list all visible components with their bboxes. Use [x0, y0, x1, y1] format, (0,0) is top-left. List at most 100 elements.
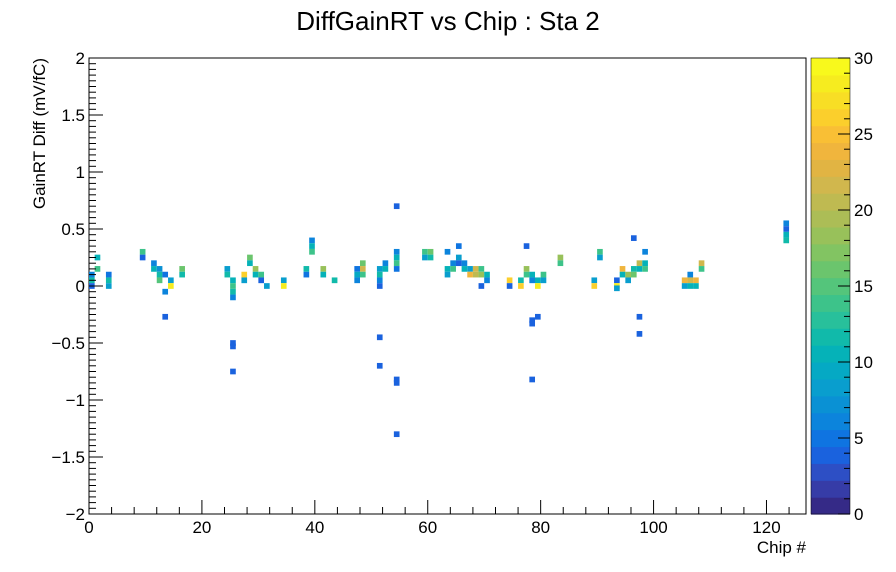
heatmap-cell	[427, 254, 434, 261]
heatmap-cell	[619, 271, 626, 278]
y-tick-label: 1	[76, 163, 85, 182]
heatmap-cell	[506, 283, 513, 289]
heatmap-cell	[636, 260, 643, 267]
color-scale-band	[811, 142, 850, 160]
heatmap-cell	[382, 266, 389, 272]
y-tick-label: −1.5	[51, 448, 85, 467]
heatmap-cell	[258, 277, 265, 284]
heatmap-cell	[162, 288, 169, 295]
heatmap-cell	[230, 294, 236, 301]
heatmap-cell	[94, 254, 101, 261]
heatmap-cell	[444, 271, 451, 278]
heatmap-cell	[105, 271, 112, 278]
heatmap-cell	[529, 271, 536, 278]
heatmap-cell	[535, 313, 541, 320]
heatmap-cell	[614, 277, 620, 284]
color-scale-tick-label: 15	[854, 277, 873, 296]
y-tick-label: 0	[76, 277, 85, 296]
heatmap-cell	[168, 283, 174, 289]
heatmap-cell	[614, 285, 620, 292]
heatmap-cell	[461, 260, 468, 267]
heatmap-cell	[382, 260, 389, 267]
heatmap-cell	[320, 266, 327, 272]
heatmap-cell	[151, 266, 157, 272]
heatmap-cell	[467, 266, 473, 272]
x-axis: 0 20 40 60 80 100 120	[84, 500, 790, 537]
heatmap-cell	[529, 376, 536, 383]
heatmap-cell	[687, 277, 694, 284]
heatmap-cell	[241, 277, 248, 284]
color-scale-tick-label: 30	[854, 49, 873, 68]
heatmap-cell	[224, 266, 231, 272]
color-scale-band	[811, 362, 850, 380]
heatmap-cell	[693, 277, 699, 284]
heatmap-cell	[630, 266, 637, 272]
heatmap-cell	[393, 266, 400, 272]
color-scale-band	[811, 463, 850, 481]
heatmap-cell	[354, 266, 360, 272]
heatmap-cell	[309, 237, 315, 244]
heatmap-cell	[450, 260, 456, 267]
heatmap-cell	[687, 271, 694, 278]
heatmap-cell	[630, 271, 637, 278]
color-scale-band	[811, 159, 850, 177]
heatmap-cell	[230, 340, 236, 346]
heatmap-cell	[139, 248, 146, 255]
color-scale-tick-label: 0	[854, 505, 863, 524]
color-scale-tick-label: 25	[854, 125, 873, 144]
heatmap-cell	[535, 283, 541, 289]
heatmap-cell	[467, 271, 473, 278]
heatmap-cell	[478, 266, 485, 272]
heatmap-cell	[636, 313, 643, 320]
heatmap-cell	[156, 271, 163, 278]
heatmap-cell	[303, 266, 310, 272]
color-scale-band	[811, 294, 850, 312]
heatmap-cell	[636, 331, 643, 337]
heatmap-cell	[422, 254, 428, 261]
chart-title: DiffGainRT vs Chip : Sta 2	[296, 6, 599, 36]
color-scale-band	[811, 108, 850, 127]
heatmap-cell	[156, 266, 163, 272]
color-scale-band	[811, 497, 850, 515]
color-scale-band	[811, 210, 850, 228]
heatmap-cell	[444, 248, 451, 255]
x-tick-label: 60	[418, 518, 437, 537]
heatmap-cell	[354, 271, 360, 278]
color-scale-band	[811, 311, 850, 329]
heatmap-cell	[393, 254, 400, 261]
color-scale-band	[811, 412, 850, 431]
heatmap-cell	[224, 271, 231, 278]
heatmap-cell	[523, 243, 530, 249]
heatmap-cell	[393, 431, 400, 438]
heatmap-cell	[478, 271, 485, 278]
color-scale-band	[811, 480, 850, 498]
heatmap-cell	[376, 266, 383, 272]
heatmap-cell	[783, 237, 790, 244]
heatmap-cell	[376, 362, 383, 369]
heatmap-cell	[529, 277, 536, 284]
heatmap-cell	[393, 203, 400, 210]
heatmap-cell	[359, 260, 366, 267]
color-scale-band	[811, 91, 850, 110]
heatmap-cell	[506, 277, 513, 284]
heatmap-cell	[444, 266, 451, 272]
heatmap-cell	[455, 260, 462, 267]
heatmap-cell	[105, 277, 112, 284]
heatmap-cell	[139, 254, 146, 261]
color-scale-band	[811, 193, 850, 211]
color-scale-band	[811, 74, 850, 93]
heatmap-cell	[258, 271, 265, 278]
color-scale-band	[811, 226, 850, 245]
heatmap-cell	[540, 271, 547, 278]
heatmap-cell	[597, 254, 603, 261]
y-axis: −2 −1.5 −1 −0.5 0 0.5 1 1.5 2	[51, 49, 103, 524]
color-scale-tick-label: 20	[854, 201, 873, 220]
x-axis-label: Chip #	[757, 538, 807, 557]
heatmap-cell	[247, 260, 253, 267]
heatmap-cell	[168, 277, 174, 284]
color-scale-tick-label: 5	[854, 429, 863, 448]
heatmap-cell	[518, 277, 524, 284]
heatmap-cell	[783, 226, 790, 232]
heatmap-cell	[557, 260, 564, 267]
x-tick-label: 20	[192, 518, 211, 537]
